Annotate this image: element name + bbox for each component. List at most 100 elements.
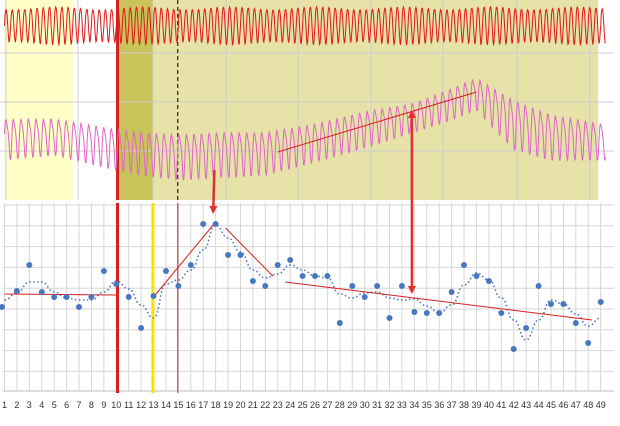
- x-tick-label-1: 1: [2, 400, 7, 410]
- data-point-45: [548, 301, 554, 307]
- x-tick-label-10: 10: [111, 400, 121, 410]
- data-point-19: [225, 252, 232, 258]
- x-tick-label-34: 34: [409, 400, 419, 410]
- data-point-15: [175, 283, 182, 289]
- data-point-28: [336, 320, 343, 326]
- series-pink-waveform: [4, 78, 607, 182]
- data-point-41: [498, 310, 505, 316]
- bottom-trends: [4, 221, 593, 321]
- x-tick-label-41: 41: [496, 400, 506, 410]
- x-tick-label-33: 33: [397, 400, 407, 410]
- x-tick-label-38: 38: [459, 400, 469, 410]
- data-point-33: [398, 283, 405, 289]
- x-tick-label-12: 12: [136, 400, 146, 410]
- x-tick-label-4: 4: [39, 400, 44, 410]
- x-tick-label-21: 21: [248, 400, 258, 410]
- bottom-panel: [0, 203, 614, 393]
- arrow-down-to-peak: [209, 169, 218, 214]
- x-tick-label-15: 15: [173, 400, 183, 410]
- x-tick-label-16: 16: [186, 400, 196, 410]
- data-point-1: [0, 304, 5, 310]
- data-point-23: [274, 262, 281, 268]
- x-tick-label-47: 47: [571, 400, 581, 410]
- data-point-30: [361, 294, 368, 300]
- smoothed-dotted-line: [4, 224, 601, 341]
- x-tick-label-11: 11: [124, 400, 133, 410]
- x-tick-label-36: 36: [434, 400, 444, 410]
- x-tick-label-44: 44: [534, 400, 544, 410]
- x-tick-label-32: 32: [384, 400, 394, 410]
- x-tick-label-46: 46: [558, 400, 568, 410]
- data-point-20: [237, 252, 244, 258]
- x-tick-label-37: 37: [447, 400, 457, 410]
- x-tick-label-35: 35: [422, 400, 432, 410]
- top-series: [4, 5, 607, 182]
- x-tick-label-17: 17: [198, 400, 208, 410]
- bottom-trend-line-2: [153, 221, 217, 298]
- x-tick-label-31: 31: [372, 400, 382, 410]
- data-point-8: [88, 294, 95, 300]
- x-tick-label-2: 2: [14, 400, 19, 410]
- data-point-11: [125, 294, 132, 300]
- x-tick-label-49: 49: [596, 400, 606, 410]
- x-tick-label-45: 45: [546, 400, 556, 410]
- data-point-3: [26, 262, 33, 268]
- data-point-12: [138, 325, 145, 331]
- data-point-42: [510, 346, 517, 352]
- bottom-points: [0, 221, 604, 352]
- x-tick-label-48: 48: [583, 400, 593, 410]
- x-tick-label-13: 13: [148, 400, 158, 410]
- data-point-43: [523, 325, 530, 331]
- bottom-trend-line-1: [4, 293, 117, 296]
- x-tick-label-39: 39: [471, 400, 481, 410]
- x-tick-label-22: 22: [260, 400, 270, 410]
- data-point-49: [597, 299, 604, 305]
- data-point-7: [76, 304, 82, 310]
- x-tick-label-42: 42: [509, 400, 519, 410]
- top-grid: [0, 0, 614, 200]
- data-point-6: [63, 294, 70, 300]
- data-point-2: [13, 288, 20, 294]
- top-shading: [0, 0, 614, 200]
- x-tick-label-30: 30: [360, 400, 370, 410]
- top-markers: [116, 0, 179, 200]
- x-tick-label-8: 8: [89, 400, 94, 410]
- bottom-trend-line-4: [285, 281, 593, 321]
- top-panel: [0, 0, 614, 200]
- x-tick-label-7: 7: [76, 400, 81, 410]
- data-point-14: [163, 268, 169, 274]
- data-point-21: [249, 278, 256, 284]
- data-point-31: [374, 283, 381, 289]
- data-point-13: [150, 293, 157, 299]
- data-point-39: [473, 273, 480, 279]
- data-point-9: [100, 268, 107, 274]
- x-tick-label-25: 25: [298, 400, 308, 410]
- data-point-26: [312, 273, 318, 279]
- data-point-18: [212, 221, 219, 227]
- x-tick-label-6: 6: [64, 400, 69, 410]
- bottom-trend-line-3: [225, 227, 274, 277]
- data-point-27: [324, 273, 331, 279]
- data-point-5: [51, 294, 58, 300]
- x-tick-label-9: 9: [101, 400, 106, 410]
- data-point-4: [38, 289, 45, 295]
- x-tick-label-18: 18: [211, 400, 221, 410]
- bottom-plot-background: [3, 203, 614, 391]
- x-tick-label-23: 23: [273, 400, 283, 410]
- data-point-32: [386, 315, 393, 321]
- x-tick-labels: 1 2 3 4 5 6 7 8 9 10 11 12 13 14 15 16 17 18 19 20 21 22 23 24 2…: [2, 400, 606, 410]
- data-point-17: [200, 221, 207, 227]
- data-point-46: [560, 301, 567, 307]
- arrows: [209, 110, 416, 294]
- data-point-40: [485, 278, 492, 284]
- data-point-38: [461, 262, 467, 268]
- data-point-24: [287, 257, 294, 263]
- top-trends: [277, 91, 477, 153]
- x-tick-label-27: 27: [322, 400, 332, 410]
- series-red-waveform: [4, 5, 607, 47]
- x-tick-label-29: 29: [347, 400, 357, 410]
- data-point-10: [113, 281, 120, 287]
- data-point-47: [572, 320, 579, 326]
